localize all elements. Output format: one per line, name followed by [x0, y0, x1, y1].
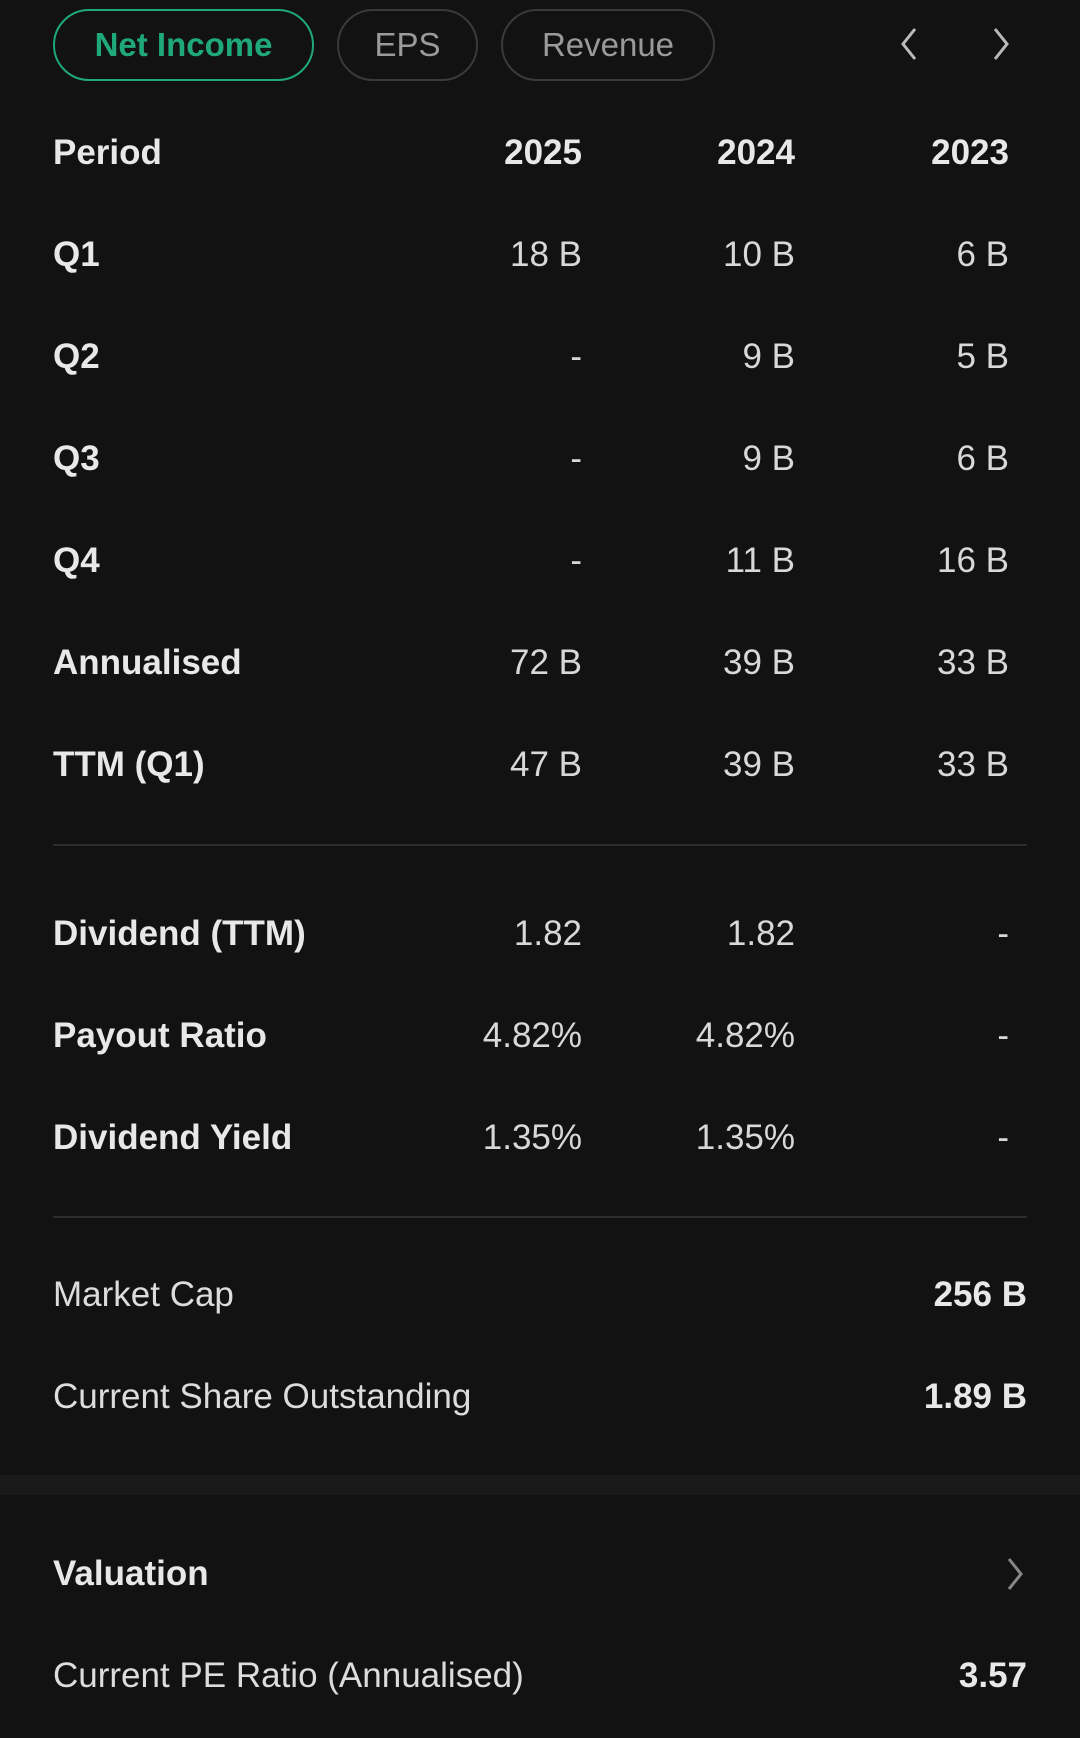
cell-value: 10 B [723, 235, 795, 274]
row-value: 3.57 [958, 1656, 1027, 1695]
table-row: Q2 - 9 B 5 B [0, 327, 1080, 387]
divider [53, 1216, 1027, 1218]
cell-value: 9 B [742, 439, 795, 478]
divider [53, 844, 1027, 846]
cell-value: 6 B [956, 235, 1009, 274]
year-header: 2025 [504, 133, 582, 172]
row-label: Q2 [53, 337, 100, 376]
cell-value: 39 B [723, 643, 795, 682]
cell-value: 33 B [937, 643, 1009, 682]
table-row: Q3 - 9 B 6 B [0, 429, 1080, 489]
cell-value: 16 B [937, 541, 1009, 580]
table-row: TTM (Q1) 47 B 39 B 33 B [0, 735, 1080, 795]
row-value: 1.89 B [923, 1377, 1027, 1416]
row-label: Q4 [53, 541, 100, 580]
valuation-header[interactable]: Valuation [0, 1544, 1080, 1604]
tab-net-income[interactable]: Net Income [53, 9, 314, 81]
table-header: Period 2025 2024 2023 [0, 123, 1080, 183]
cell-value: - [997, 1016, 1009, 1055]
shares-outstanding-row: Current Share Outstanding 1.89 B [0, 1367, 1080, 1427]
cell-value: 33 B [937, 745, 1009, 784]
cell-value: 1.35% [695, 1118, 795, 1157]
cell-value: - [997, 914, 1009, 953]
cell-value: 39 B [723, 745, 795, 784]
year-header: 2023 [931, 133, 1009, 172]
cell-value: - [570, 337, 582, 376]
section-title: Valuation [53, 1554, 209, 1593]
table-row: Q4 - 11 B 16 B [0, 531, 1080, 591]
cell-value: 72 B [510, 643, 582, 682]
section-separator [0, 1475, 1080, 1495]
table-row: Dividend (TTM) 1.82 1.82 - [0, 904, 1080, 964]
cell-value: 1.82 [513, 914, 582, 953]
cell-value: 5 B [956, 337, 1009, 376]
cell-value: - [570, 541, 582, 580]
chevron-right-icon[interactable] [979, 22, 1023, 66]
table-row: Dividend Yield 1.35% 1.35% - [0, 1108, 1080, 1168]
row-label: Annualised [53, 643, 242, 682]
market-cap-row: Market Cap 256 B [0, 1265, 1080, 1325]
cell-value: 4.82% [482, 1016, 582, 1055]
row-label: Market Cap [53, 1275, 234, 1314]
table-row: Payout Ratio 4.82% 4.82% - [0, 1006, 1080, 1066]
row-label: Q3 [53, 439, 100, 478]
row-label: TTM (Q1) [53, 745, 205, 784]
cell-value: 18 B [510, 235, 582, 274]
cell-value: - [997, 1118, 1009, 1157]
row-label: Payout Ratio [53, 1016, 267, 1055]
row-label: Dividend Yield [53, 1118, 293, 1157]
pe-ratio-row: Current PE Ratio (Annualised) 3.57 [0, 1646, 1080, 1706]
row-label: Dividend (TTM) [53, 914, 306, 953]
cell-value: 11 B [725, 541, 795, 580]
row-label: Current PE Ratio (Annualised) [53, 1656, 524, 1695]
cell-value: - [570, 439, 582, 478]
row-label: Q1 [53, 235, 100, 274]
row-value: 256 B [933, 1275, 1027, 1314]
chevron-right-icon[interactable] [1003, 1556, 1027, 1597]
tab-eps[interactable]: EPS [337, 9, 478, 81]
tab-revenue[interactable]: Revenue [501, 9, 715, 81]
period-header: Period [53, 133, 162, 172]
cell-value: 47 B [510, 745, 582, 784]
cell-value: 6 B [956, 439, 1009, 478]
cell-value: 4.82% [695, 1016, 795, 1055]
year-header: 2024 [717, 133, 795, 172]
cell-value: 1.82 [726, 914, 795, 953]
chevron-left-icon[interactable] [887, 22, 931, 66]
cell-value: 9 B [742, 337, 795, 376]
table-row: Q1 18 B 10 B 6 B [0, 225, 1080, 285]
table-row: Annualised 72 B 39 B 33 B [0, 633, 1080, 693]
row-label: Current Share Outstanding [53, 1377, 472, 1416]
cell-value: 1.35% [482, 1118, 582, 1157]
